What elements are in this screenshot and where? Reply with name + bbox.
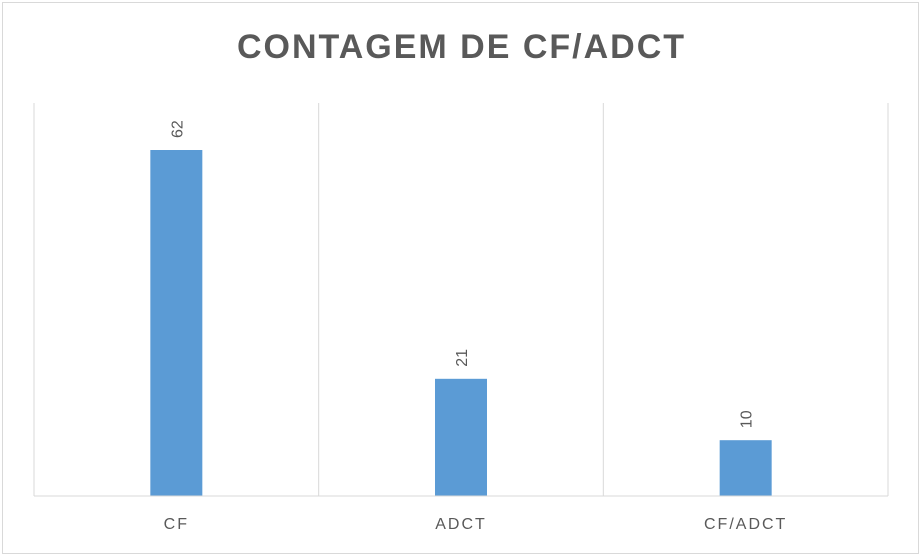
bars <box>150 150 772 496</box>
chart-title: CONTAGEM DE CF/ADCT <box>236 28 687 66</box>
tick-label-cf: CF <box>164 516 189 533</box>
data-label-cf-adct: 10 <box>739 410 756 428</box>
data-label-adct: 21 <box>454 349 471 367</box>
data-label-cf: 62 <box>169 120 186 138</box>
gridlines <box>33 103 889 496</box>
bar-cf <box>150 150 203 496</box>
category-tick-labels: CF ADCT CF/ADCT <box>164 516 787 533</box>
bar-adct <box>435 378 487 496</box>
tick-label-cf-adct: CF/ADCT <box>704 516 787 533</box>
bar-cf-adct <box>719 440 772 496</box>
data-labels: 62 21 10 <box>169 120 755 428</box>
tick-label-adct: ADCT <box>435 516 487 533</box>
